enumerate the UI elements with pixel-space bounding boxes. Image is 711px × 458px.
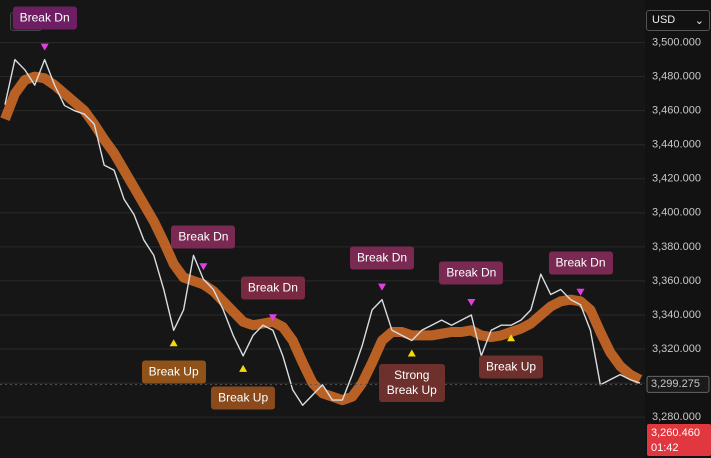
signal-label: Break Up xyxy=(211,386,276,410)
last-price-box xyxy=(646,375,710,393)
y-tick-label: 3,420.000 xyxy=(652,173,701,185)
bid-box xyxy=(647,424,711,456)
signal-label: Break Dn xyxy=(548,251,613,275)
signal-label: Strong Break Up xyxy=(378,363,445,402)
signal-marker xyxy=(507,334,516,342)
y-tick-label: 3,500.000 xyxy=(652,36,701,48)
signal-label: Break Up xyxy=(479,355,544,379)
y-tick-label: 3,440.000 xyxy=(652,139,701,151)
y-tick-label: 3,280.000 xyxy=(652,411,701,423)
price-line xyxy=(4,58,641,406)
y-tick-label: 3,340.000 xyxy=(652,309,701,321)
signal-marker xyxy=(378,283,387,291)
signal-label: Break Dn xyxy=(350,246,415,270)
y-tick-label: 3,360.000 xyxy=(652,275,701,287)
y-tick-label: 3,380.000 xyxy=(652,241,701,253)
countdown: 01:42 xyxy=(651,442,679,454)
signal-label: Break Dn xyxy=(12,6,77,30)
moving-average-band xyxy=(0,71,643,406)
signal-marker xyxy=(576,288,585,296)
bid-label: 3,260.460 xyxy=(651,427,700,439)
signal-marker xyxy=(239,364,248,372)
signal-label: Break Dn xyxy=(240,276,305,300)
signal-marker xyxy=(467,298,476,306)
signal-marker xyxy=(40,43,49,51)
last-price-label: 3,299.275 xyxy=(651,378,700,390)
y-tick-label: 3,320.000 xyxy=(652,343,701,355)
y-tick-label: 3,400.000 xyxy=(652,207,701,219)
y-tick-label: 3,460.000 xyxy=(652,105,701,117)
signal-label: Break Dn xyxy=(171,225,236,249)
currency: USD xyxy=(652,14,676,26)
signal-label: Break Dn xyxy=(439,261,504,285)
currency-select[interactable]: USD ⌄ xyxy=(646,10,710,31)
signal-marker xyxy=(268,314,277,322)
signal-marker xyxy=(169,339,178,347)
signal-marker xyxy=(199,263,208,271)
signal-marker xyxy=(407,349,416,357)
y-tick-label: 3,480.000 xyxy=(652,71,701,83)
signal-label: Break Up xyxy=(141,360,206,384)
